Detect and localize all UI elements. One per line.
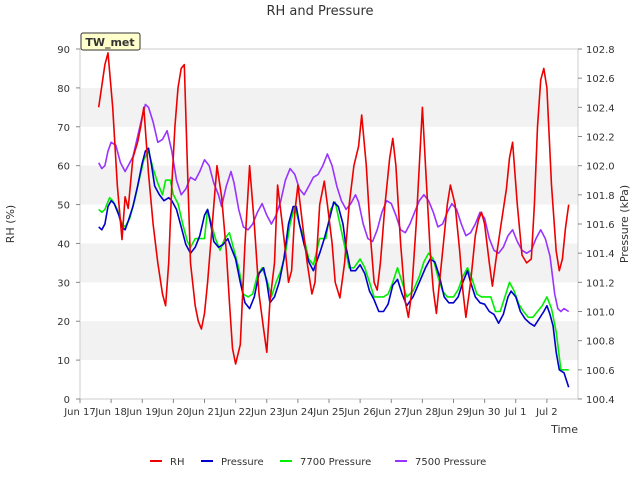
series-line-rh <box>97 52 570 365</box>
left-tick-label: 70 <box>57 123 70 134</box>
right-tick-label: 101.8 <box>586 191 615 202</box>
x-tick-label: Jul 1 <box>504 407 527 418</box>
grid-band <box>80 165 578 205</box>
left-tick-label: 50 <box>57 201 70 212</box>
x-tick-label: Jun 24 <box>281 407 314 418</box>
grid-band <box>80 87 578 127</box>
legend-item: RH <box>150 457 184 468</box>
left-tick-label: 60 <box>57 162 70 173</box>
series-line-7700-pressure <box>98 150 569 371</box>
legend-label: Pressure <box>221 457 264 468</box>
grid-bands <box>80 87 578 361</box>
right-tick-label: 101.0 <box>586 308 615 319</box>
x-axis-label: Time <box>550 423 578 436</box>
x-tick-label: Jun 22 <box>219 407 252 418</box>
legend: RH Pressure 7700 Pressure 7500 Pressure <box>150 457 486 468</box>
series-lines <box>97 52 570 388</box>
x-tick-label: Jun 27 <box>374 407 407 418</box>
right-tick-label: 102.8 <box>586 45 615 56</box>
right-tick-label: 100.8 <box>586 337 615 348</box>
grid-band <box>80 243 578 283</box>
right-tick-label: 101.4 <box>586 249 615 260</box>
left-tick-label: 10 <box>57 356 70 367</box>
right-tick-label: 102.6 <box>586 74 615 85</box>
series-line-pressure <box>98 147 570 388</box>
left-tick-label: 80 <box>57 84 70 95</box>
legend-item: 7700 Pressure <box>280 457 371 468</box>
right-tick-label: 102.4 <box>586 103 615 114</box>
axes: 0 10 20 30 40 50 60 70 80 90 100.4 100.6 100.8 101.0 1… <box>57 45 614 418</box>
legend-item: Pressure <box>201 457 264 468</box>
station-badge: TW_met <box>80 32 141 51</box>
legend-label: RH <box>170 457 184 468</box>
series-line-7500-pressure <box>97 103 570 313</box>
x-tick-label: Jun 17 <box>63 407 96 418</box>
legend-item: 7500 Pressure <box>395 457 486 468</box>
x-tick-label: Jun 29 <box>437 407 470 418</box>
chart-title: RH and Pressure <box>266 4 373 19</box>
left-tick-label: 90 <box>57 45 70 56</box>
x-tick-label: Jun 18 <box>94 407 127 418</box>
x-tick-label: Jun 19 <box>125 407 158 418</box>
grid-band <box>80 321 578 361</box>
left-axis-label: RH (%) <box>4 205 17 243</box>
station-badge-label: TW_met <box>85 36 134 49</box>
right-tick-label: 102.0 <box>586 162 615 173</box>
x-tick-label: Jun 25 <box>312 407 345 418</box>
left-tick-label: 30 <box>57 278 70 289</box>
x-tick-label: Jun 30 <box>468 407 501 418</box>
left-tick-label: 0 <box>64 395 70 406</box>
station-badge-box <box>80 32 141 51</box>
left-tick-label: 40 <box>57 239 70 250</box>
legend-label: 7500 Pressure <box>415 457 486 468</box>
x-tick-label: Jun 23 <box>250 407 283 418</box>
x-tick-label: Jun 26 <box>343 407 376 418</box>
right-tick-label: 102.2 <box>586 133 615 144</box>
left-tick-label: 20 <box>57 317 70 328</box>
right-axis-label: Pressure (kPa) <box>618 185 631 263</box>
right-tick-label: 101.2 <box>586 278 615 289</box>
x-tick-label: Jun 28 <box>406 407 439 418</box>
right-tick-label: 101.6 <box>586 220 615 231</box>
right-tick-label: 100.4 <box>586 395 615 406</box>
right-tick-label: 100.6 <box>586 366 615 377</box>
x-tick-label: Jun 20 <box>157 407 190 418</box>
x-tick-label: Jul 2 <box>535 407 558 418</box>
x-tick-label: Jun 21 <box>188 407 221 418</box>
legend-label: 7700 Pressure <box>300 457 371 468</box>
